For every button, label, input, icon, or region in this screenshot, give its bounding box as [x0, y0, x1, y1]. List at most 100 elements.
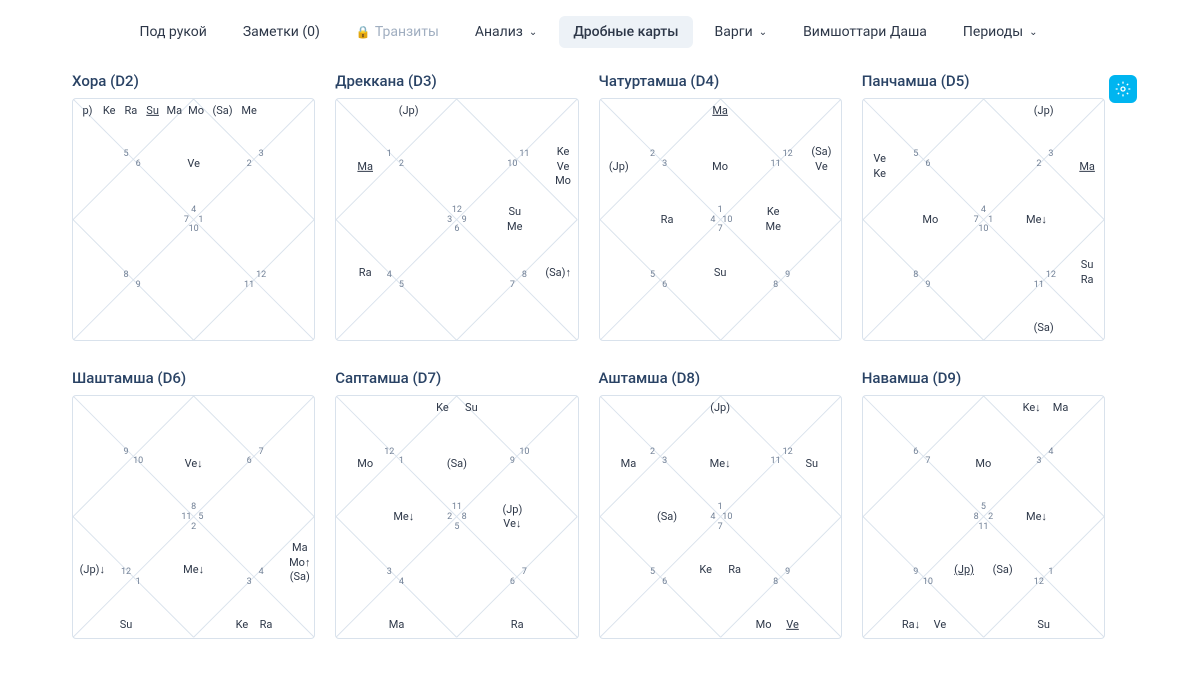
planet-label: Ve: [187, 157, 200, 171]
planet-label: Ke: [699, 563, 712, 577]
chart-box[interactable]: 111212345678910KeSuMo(Sa)Me↓(Jp)Ve↓MaRa: [335, 395, 578, 638]
chart-block: Навамша (D9)567891011121234Ke↓MaMoMe↓(Jp…: [862, 369, 1105, 638]
planet-label: Me↓: [710, 457, 731, 471]
nav-item[interactable]: Периоды⌄: [949, 16, 1052, 48]
chart-box[interactable]: 121234567891011(Jp)MaKeVeMoSuMeRa(Sa)↑: [335, 98, 578, 341]
house-number: 6: [662, 577, 667, 587]
house-number: 11: [519, 149, 529, 159]
house-number: 2: [650, 447, 655, 457]
planet-label: Ve: [934, 618, 947, 632]
house-number: 4: [710, 512, 715, 522]
planet-label: (Jp): [502, 502, 522, 516]
chart-box[interactable]: 891011121234567Ve↓MaMo↑(Sa)(Jp)↓Me↓SuKeR…: [72, 395, 315, 638]
planet-label: Su: [120, 618, 133, 632]
house-number: 8: [974, 512, 979, 522]
house-number: 4: [981, 205, 986, 215]
house-number: 4: [1048, 447, 1053, 457]
house-number: 3: [259, 149, 264, 159]
planet-label: Ra↓: [902, 618, 920, 632]
settings-button[interactable]: [1109, 75, 1137, 103]
house-number: 3: [247, 577, 252, 587]
house-number: 9: [785, 270, 790, 280]
house-number: 5: [454, 522, 459, 532]
chevron-down-icon: ⌄: [759, 27, 767, 38]
house-number: 1: [399, 456, 404, 466]
planet-label: Su: [465, 401, 478, 415]
nav-item: 🔒Транзиты: [342, 16, 453, 48]
house-number: 3: [447, 215, 452, 225]
planet-label: Mo: [188, 104, 204, 118]
planet-label: Mo↑: [289, 556, 310, 570]
house-number: 3: [387, 567, 392, 577]
planet-label: Mo: [357, 457, 373, 471]
house-number: 8: [913, 270, 918, 280]
nav-item[interactable]: Анализ⌄: [461, 16, 552, 48]
house-number: 1: [198, 215, 203, 225]
chart-box[interactable]: 456789101112123p)KeRaSuMaMo(Sa)MeVe: [72, 98, 315, 341]
chart-box[interactable]: 567891011121234Ke↓MaMoMe↓(Jp)(Sa)Ra↓VeSu: [862, 395, 1105, 638]
planet-label: Ma: [357, 159, 373, 173]
planet-label: Ra: [260, 618, 273, 632]
chart-block: Шаштамша (D6)891011121234567Ve↓MaMo↑(Sa)…: [72, 369, 315, 638]
house-number: 5: [198, 512, 203, 522]
house-number: 12: [256, 270, 266, 280]
nav-label: Под рукой: [140, 24, 207, 40]
house-number: 11: [771, 456, 781, 466]
house-number: 8: [522, 270, 527, 280]
nav-item[interactable]: Вимшоттари Даша: [789, 16, 941, 48]
house-number: 10: [189, 224, 199, 234]
house-number: 5: [913, 149, 918, 159]
house-number: 12: [452, 205, 462, 215]
chart-title: Навамша (D9): [862, 369, 1105, 387]
house-number: 8: [124, 270, 129, 280]
house-number: 9: [124, 447, 129, 457]
nav-label: Анализ: [475, 24, 523, 40]
chart-box[interactable]: 456789101112123(Jp)VeKeMaMoMe↓SuRa(Sa): [862, 98, 1105, 341]
planet-label: Su: [508, 205, 521, 219]
chart-title: Шаштамша (D6): [72, 369, 315, 387]
house-number: 5: [650, 270, 655, 280]
house-number: 11: [244, 280, 254, 290]
house-number: 10: [519, 447, 529, 457]
house-number: 7: [522, 567, 527, 577]
planet-label: Ra: [359, 266, 372, 280]
house-number: 2: [399, 159, 404, 169]
planet-label: Su: [1037, 618, 1050, 632]
nav-item[interactable]: Заметки (0): [229, 16, 334, 48]
planet-label: Ma: [167, 104, 183, 118]
planet-label: Ve: [815, 159, 828, 173]
planet-label: (Sa): [290, 570, 310, 584]
house-number: 6: [247, 456, 252, 466]
house-number: 5: [399, 280, 404, 290]
planet-label: Ke: [236, 618, 249, 632]
chart-box[interactable]: 123456789101112(Jp)MaMe↓Su(Sa)KeRaMoVe: [599, 395, 842, 638]
planet-label: Mo: [922, 212, 938, 226]
chart-box[interactable]: 123456789101112Ma(Jp)Mo(Sa)VeRaKeMeSu: [599, 98, 842, 341]
main-nav: Под рукойЗаметки (0)🔒ТранзитыАнализ⌄Дроб…: [0, 0, 1177, 72]
chart-lines: [336, 396, 577, 637]
house-number: 1: [1048, 567, 1053, 577]
house-number: 12: [1046, 270, 1056, 280]
house-number: 10: [722, 512, 732, 522]
house-number: 8: [462, 512, 467, 522]
nav-item[interactable]: Под рукой: [126, 16, 221, 48]
house-number: 4: [191, 205, 196, 215]
house-number: 4: [399, 577, 404, 587]
house-number: 7: [184, 215, 189, 225]
house-number: 8: [773, 577, 778, 587]
house-number: 7: [718, 224, 723, 234]
house-number: 10: [923, 577, 933, 587]
planet-label: (Sa): [447, 457, 467, 471]
planet-label: Me: [507, 220, 522, 234]
nav-item[interactable]: Варги⌄: [701, 16, 782, 48]
house-number: 4: [387, 270, 392, 280]
planet-label: (Sa): [657, 510, 677, 524]
planet-label: Ma: [1079, 159, 1095, 173]
nav-item[interactable]: Дробные карты: [559, 16, 692, 48]
planet-label: Ve: [873, 152, 886, 166]
chart-block: Дреккана (D3)121234567891011(Jp)MaKeVeMo…: [335, 72, 578, 341]
planet-label: Ke: [873, 167, 886, 181]
gear-icon: [1115, 81, 1131, 97]
chart-title: Панчамша (D5): [862, 72, 1105, 90]
chart-lines: [73, 99, 314, 340]
